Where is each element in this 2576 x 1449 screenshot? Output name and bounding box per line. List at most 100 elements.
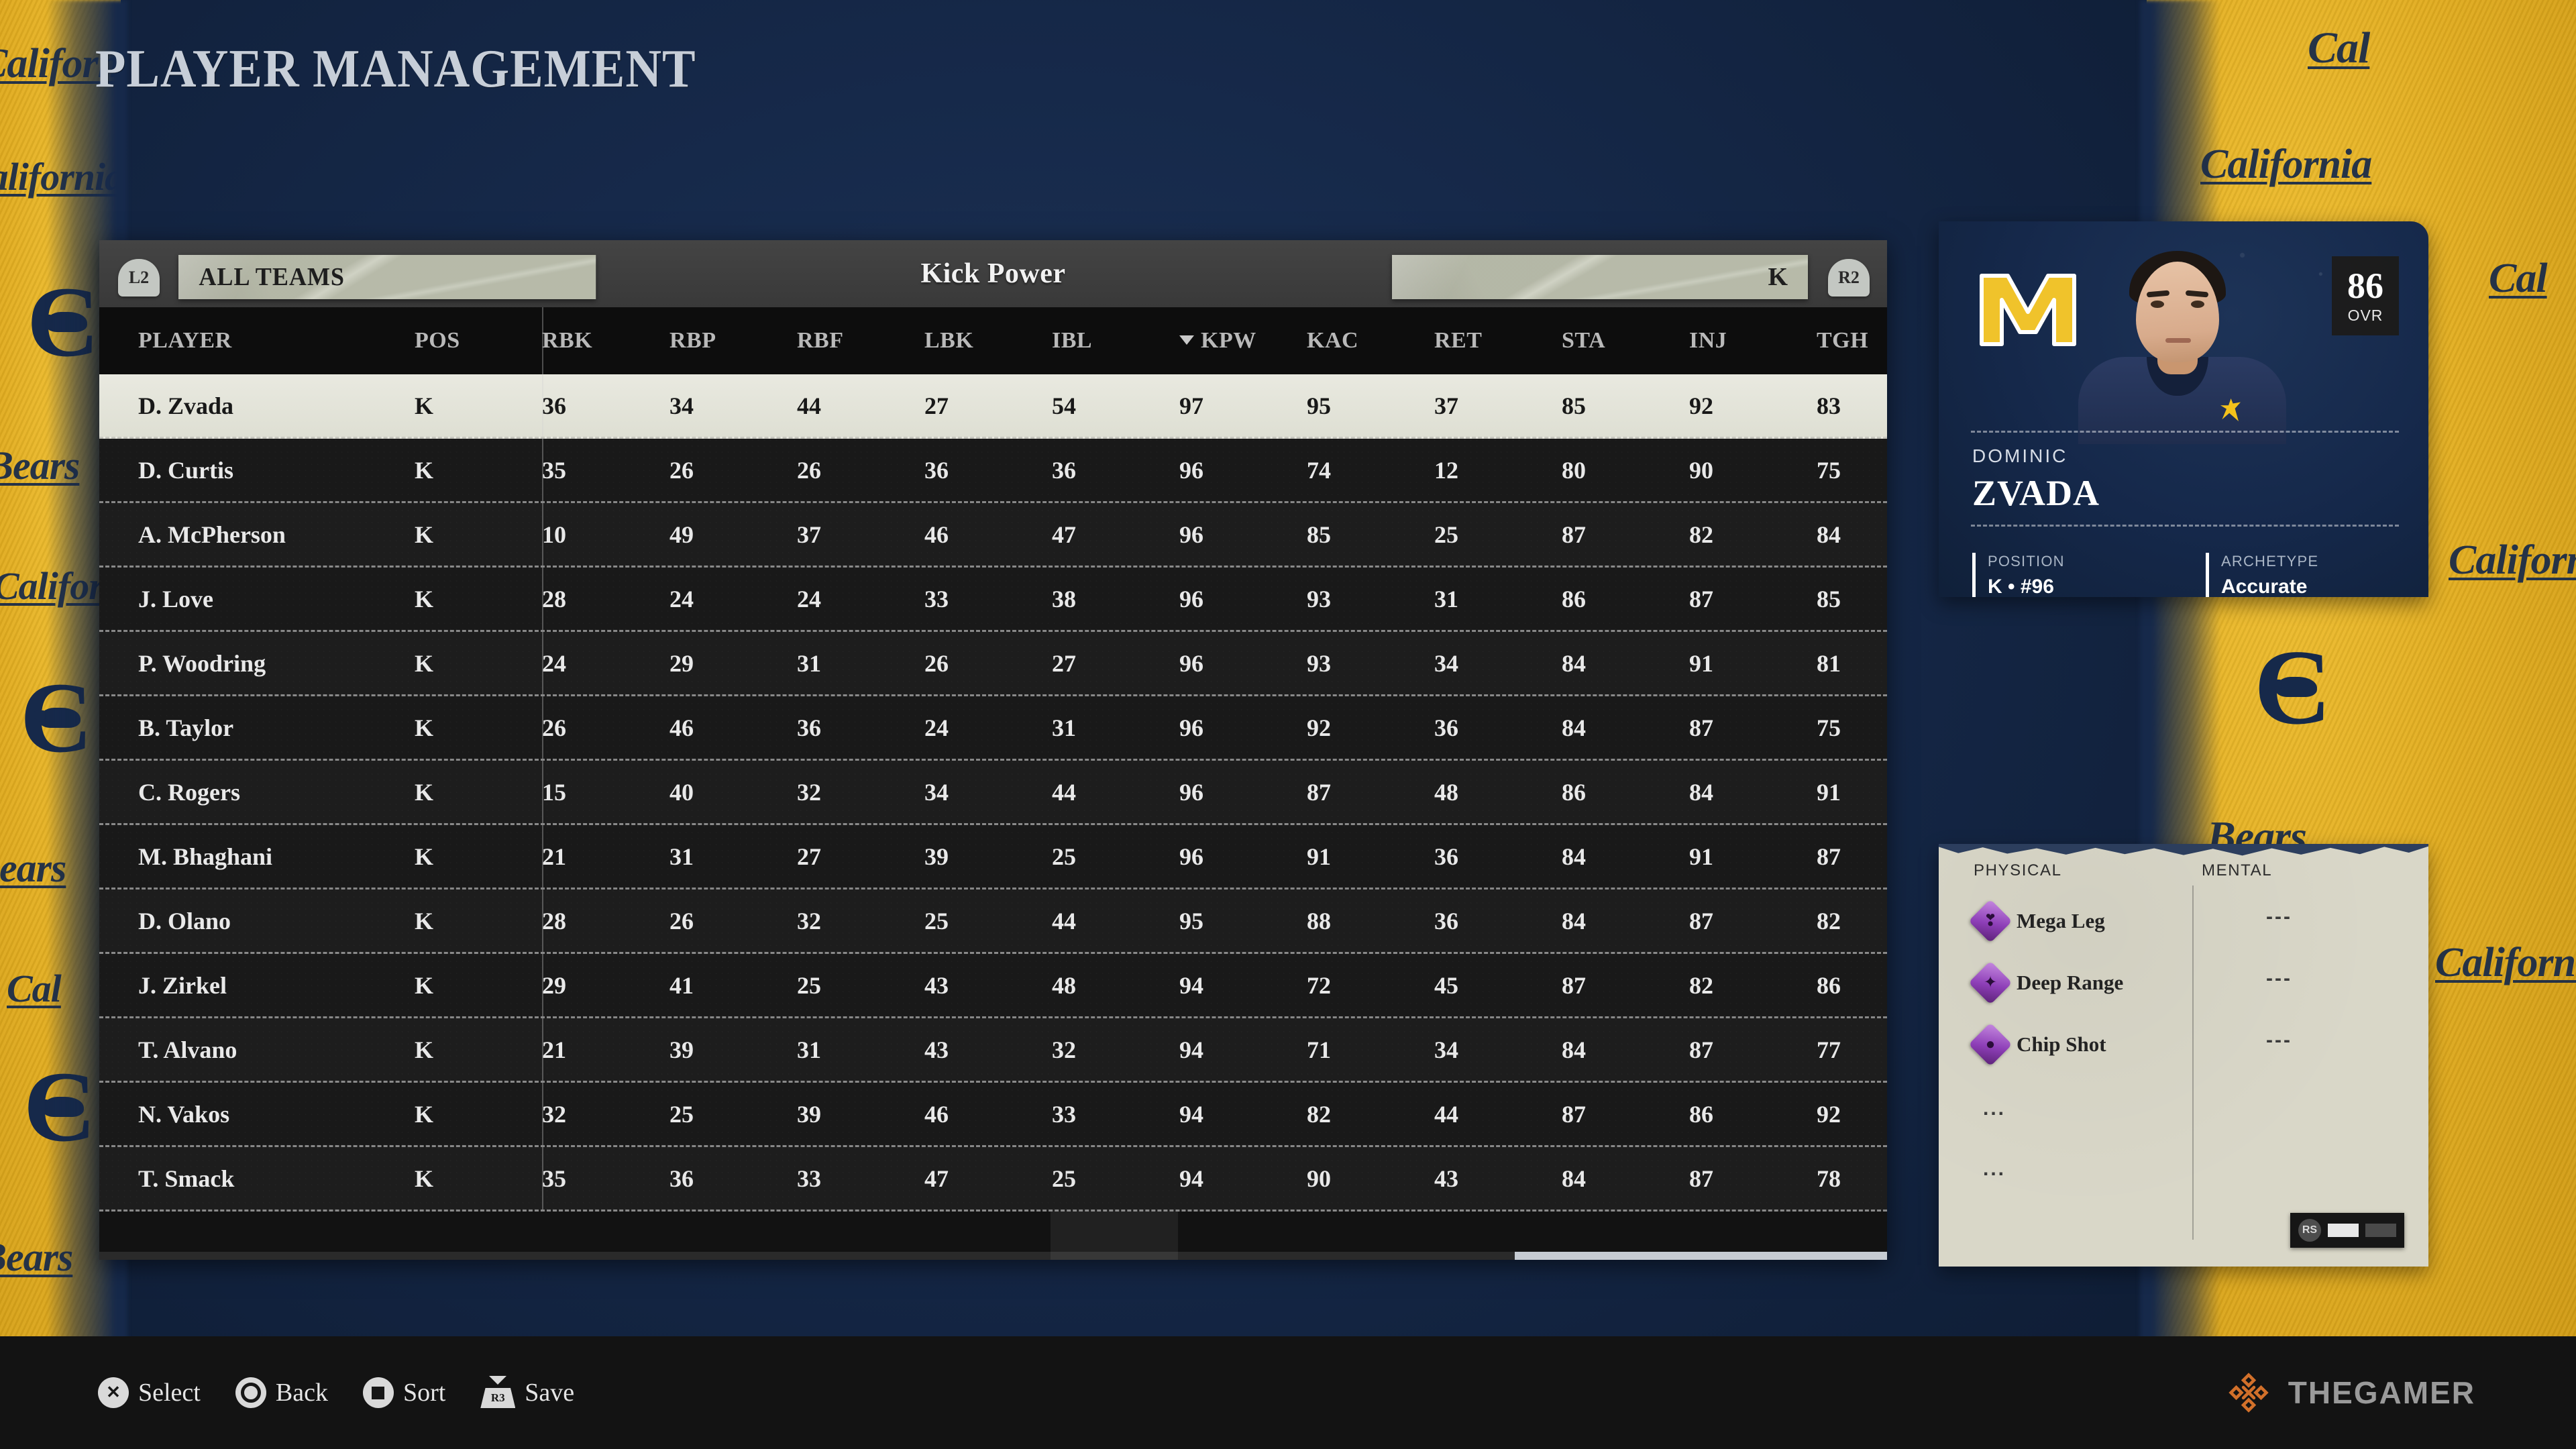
cell-sta: 84 — [1562, 907, 1586, 934]
col-header-ret[interactable]: RET — [1434, 328, 1483, 353]
ability-item[interactable]: ● Chip Shot — [1968, 1022, 2106, 1067]
cell-rbp: 31 — [669, 843, 694, 870]
cell-rbp: 36 — [669, 1165, 694, 1192]
horizontal-scrollbar-thumb[interactable] — [1515, 1252, 1887, 1260]
table-row[interactable]: J. Love K 28 24 24 33 38 96 93 31 86 87 85 — [99, 568, 1887, 632]
right-stick-icon: RS — [2298, 1219, 2321, 1242]
ability-item[interactable]: ✦ Deep Range — [1968, 961, 2123, 1005]
position-filter-select[interactable]: K — [1392, 255, 1808, 299]
col-header-player[interactable]: PLAYER — [138, 328, 232, 353]
cell-inj: 86 — [1689, 1100, 1713, 1128]
r2-trigger-button[interactable]: R2 — [1828, 259, 1870, 297]
cell-ibl: 31 — [1052, 714, 1076, 741]
cell-tgh: 82 — [1817, 907, 1841, 934]
col-header-rbp[interactable]: RBP — [669, 328, 716, 353]
cell-rbk: 21 — [542, 843, 566, 870]
cell-kac: 95 — [1307, 392, 1331, 419]
cell-tgh: 78 — [1817, 1165, 1841, 1192]
table-row[interactable]: M. Bhaghani K 21 31 27 39 25 96 91 36 84 91 87 — [99, 825, 1887, 890]
wallpaper-word: California — [2435, 940, 2576, 985]
cell-ibl: 25 — [1052, 843, 1076, 870]
col-header-rbk[interactable]: RBK — [542, 328, 593, 353]
attribute-label: POSITION — [1988, 553, 2065, 570]
ability-badge-icon: ✦ — [1968, 961, 2012, 1005]
ability-item[interactable]: ❣ Mega Leg — [1968, 899, 2105, 943]
cell-pos: K — [415, 1036, 434, 1063]
table-row[interactable]: N. Vakos K 32 25 39 46 33 94 82 44 87 86 92 — [99, 1083, 1887, 1147]
cell-pos: K — [415, 649, 434, 677]
table-row[interactable]: A. McPherson K 10 49 37 46 47 96 85 25 87 82 84 — [99, 503, 1887, 568]
l2-trigger-button[interactable]: L2 — [118, 259, 160, 297]
horizontal-scrollbar-track[interactable] — [99, 1252, 1887, 1260]
action-sort[interactable]: Sort — [362, 1377, 445, 1408]
cell-ret: 31 — [1434, 585, 1458, 612]
action-back[interactable]: Back — [235, 1377, 328, 1408]
action-label: Back — [275, 1379, 328, 1407]
col-header-kpw[interactable]: KPW — [1179, 328, 1307, 354]
cell-sta: 84 — [1562, 714, 1586, 741]
page-indicator-active — [2328, 1224, 2359, 1237]
col-header-rbf[interactable]: RBF — [797, 328, 844, 353]
cell-pos: K — [415, 392, 434, 419]
cell-tgh: 86 — [1817, 971, 1841, 999]
cell-sta: 80 — [1562, 456, 1586, 484]
cell-player: J. Zirkel — [138, 971, 227, 999]
cell-ret: 25 — [1434, 521, 1458, 548]
cell-ret: 44 — [1434, 1100, 1458, 1128]
column-divider — [542, 1018, 543, 1081]
thegamer-logo-icon — [2229, 1373, 2269, 1413]
cell-pos: K — [415, 778, 434, 806]
cell-rbp: 41 — [669, 971, 694, 999]
cell-kpw: 96 — [1179, 521, 1203, 548]
table-row[interactable]: T. Alvano K 21 39 31 43 32 94 71 34 84 87 77 — [99, 1018, 1887, 1083]
cell-ret: 36 — [1434, 843, 1458, 870]
ability-empty-slot: ... — [1983, 1097, 2006, 1120]
cell-kac: 87 — [1307, 778, 1331, 806]
table-row[interactable]: C. Rogers K 15 40 32 34 44 96 87 48 86 84 91 — [99, 761, 1887, 825]
col-header-pos[interactable]: POS — [415, 328, 460, 353]
cell-inj: 82 — [1689, 971, 1713, 999]
table-row[interactable]: D. Olano K 28 26 32 25 44 95 88 36 84 87 82 — [99, 890, 1887, 954]
action-select[interactable]: ✕ Select — [98, 1377, 201, 1408]
col-header-lbk[interactable]: LBK — [924, 328, 974, 353]
team-filter-select[interactable]: ALL TEAMS — [178, 255, 596, 299]
cell-pos: K — [415, 585, 434, 612]
cell-player: J. Love — [138, 585, 213, 612]
player-last-name: ZVADA — [1972, 473, 2100, 513]
table-row[interactable]: P. Woodring K 24 29 31 26 27 96 93 34 84 91 81 — [99, 632, 1887, 696]
col-header-inj[interactable]: INJ — [1689, 328, 1727, 353]
page-title: PLAYER MANAGEMENT — [95, 40, 696, 99]
cell-ret: 36 — [1434, 714, 1458, 741]
cell-player: A. McPherson — [138, 521, 286, 548]
action-save[interactable]: R3 Save — [480, 1376, 574, 1408]
cell-kpw: 94 — [1179, 1036, 1203, 1063]
table-row[interactable]: D. Zvada K 36 34 44 27 54 97 95 37 85 92 83 — [99, 374, 1887, 439]
column-divider — [542, 1147, 543, 1210]
cell-sta: 84 — [1562, 649, 1586, 677]
column-divider — [542, 632, 543, 694]
cell-rbf: 27 — [797, 843, 821, 870]
mega-leg-icon: ❣ — [1983, 912, 1998, 930]
col-header-kac[interactable]: KAC — [1307, 328, 1359, 353]
table-row[interactable]: B. Taylor K 26 46 36 24 31 96 92 36 84 87 75 — [99, 696, 1887, 761]
cell-tgh: 84 — [1817, 521, 1841, 548]
cell-rbk: 35 — [542, 1165, 566, 1192]
table-row[interactable]: D. Curtis K 35 26 26 36 36 96 74 12 80 90 75 — [99, 439, 1887, 503]
cell-inj: 82 — [1689, 521, 1713, 548]
ovr-value: 86 — [2347, 265, 2383, 306]
card-divider — [1971, 431, 2399, 433]
col-header-tgh[interactable]: TGH — [1817, 328, 1869, 353]
cell-player: M. Bhaghani — [138, 843, 273, 870]
table-row[interactable]: T. Smack K 35 36 33 47 25 94 90 43 84 87 78 — [99, 1147, 1887, 1212]
right-stick-page-toggle[interactable]: RS — [2290, 1213, 2404, 1248]
cell-ret: 43 — [1434, 1165, 1458, 1192]
player-table: PLAYER POS RBK RBP RBF LBK IBL KPW KAC R… — [99, 307, 1887, 1260]
cell-player: T. Alvano — [138, 1036, 237, 1063]
mental-empty-slot: --- — [2266, 967, 2292, 989]
cell-sta: 84 — [1562, 1036, 1586, 1063]
col-header-sta[interactable]: STA — [1562, 328, 1606, 353]
col-header-ibl[interactable]: IBL — [1052, 328, 1093, 353]
table-row[interactable]: J. Zirkel K 29 41 25 43 48 94 72 45 87 82 86 — [99, 954, 1887, 1018]
cell-ibl: 36 — [1052, 456, 1076, 484]
cell-sta: 87 — [1562, 521, 1586, 548]
